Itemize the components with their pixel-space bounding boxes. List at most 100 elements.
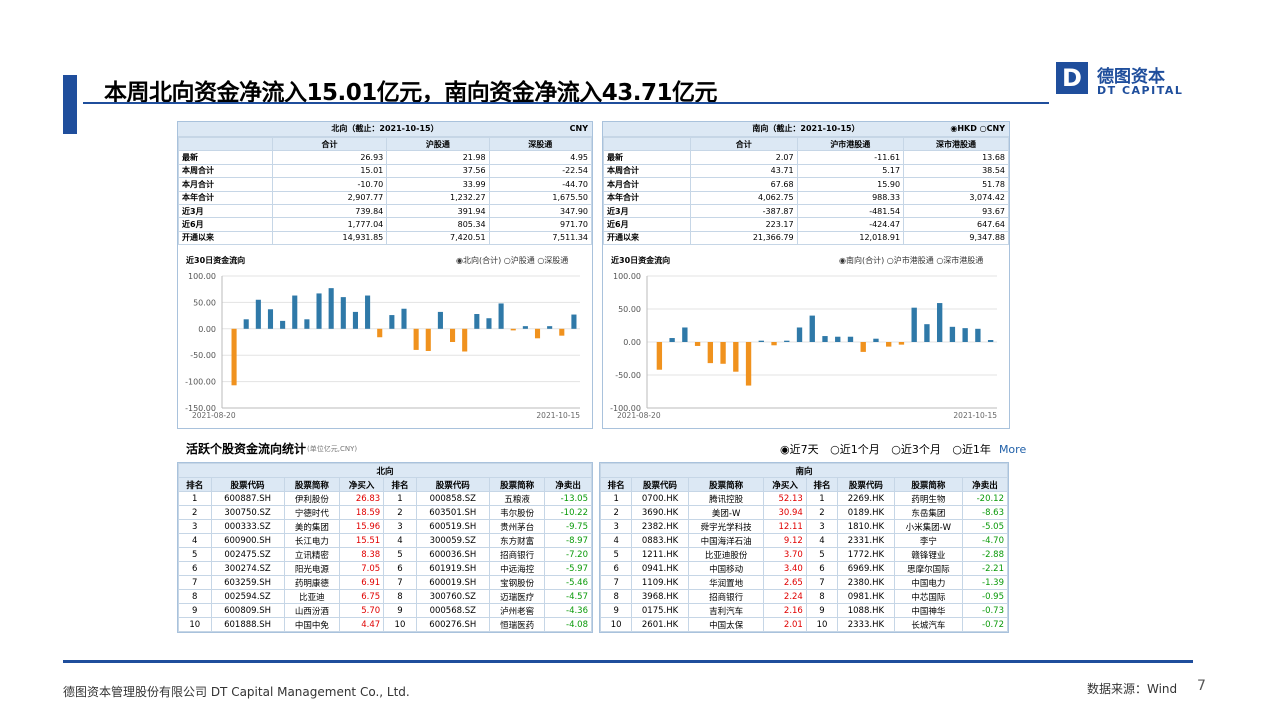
bar	[522, 326, 528, 329]
table-row: 5 1211.HK 比亚迪股份 3.70 5 1772.HK 赣锋锂业 -2.88	[599, 547, 1008, 562]
legend-item[interactable]: 北向(合计)	[462, 256, 502, 265]
table-cell: 300760.SZ	[415, 589, 490, 604]
table-cell: 12.11	[763, 519, 807, 534]
table-cell: 2601.HK	[631, 617, 689, 632]
bar	[975, 328, 981, 342]
legend-radio[interactable]: ○	[936, 256, 944, 265]
radio-selected-icon[interactable]: ◉	[950, 124, 958, 133]
table-cell: 中国移动	[687, 561, 765, 576]
legend-radio-selected[interactable]: ◉	[456, 256, 463, 265]
bar	[559, 328, 565, 336]
legend-item[interactable]: 沪市港股通	[893, 256, 934, 265]
table-cell: 1088.HK	[837, 603, 895, 618]
footer-source: 数据来源：Wind	[1087, 682, 1178, 696]
period-option-3m[interactable]: ○近3个月	[891, 443, 941, 456]
table-cell: -5.97	[544, 561, 592, 576]
row-label: 本年合计	[602, 190, 692, 205]
table-cell: 1	[599, 491, 633, 506]
south-active-header: 南向	[600, 463, 1008, 478]
row-label: 本月合计	[178, 177, 273, 192]
table-cell: 0175.HK	[631, 603, 689, 618]
south-caption: 南向（截止：2021-10-15） ◉HKD ○CNY	[603, 122, 1009, 137]
table-cell: -1.39	[962, 575, 1008, 590]
y-tick-label: -50.00	[190, 351, 216, 360]
legend-radio[interactable]: ○	[886, 256, 894, 265]
bar	[425, 328, 431, 351]
logo-en-text: DT CAPITAL	[1097, 84, 1184, 97]
y-tick-label: 100.00	[613, 272, 641, 281]
cell-value: 1,675.50	[488, 190, 593, 205]
page-title: 本周北向资金净流入15.01亿元，南向资金净流入43.71亿元	[104, 80, 718, 106]
table-cell: -5.05	[962, 519, 1008, 534]
table-row: 本月合计 67.68 15.90 51.78	[602, 177, 1009, 192]
table-cell: -10.22	[544, 505, 592, 520]
table-row: 10 2601.HK 中国太保 2.01 10 2333.HK 长城汽车 -0.72	[599, 617, 1008, 632]
row-label: 本周合计	[602, 163, 692, 179]
more-link[interactable]: More	[998, 443, 1027, 456]
table-cell: 8	[178, 589, 212, 604]
bar	[365, 295, 371, 329]
table-cell: -0.95	[962, 589, 1008, 604]
table-cell: 6	[599, 561, 633, 576]
currency-option-cny[interactable]: CNY	[986, 124, 1005, 133]
bar	[771, 342, 777, 346]
table-cell: 长江电力	[283, 533, 341, 548]
table-cell: 2331.HK	[837, 533, 895, 548]
table-cell: 0189.HK	[837, 505, 895, 520]
legend-item[interactable]: 深市港股通	[943, 256, 984, 265]
cell-value: 13.68	[903, 150, 1009, 165]
table-cell: 伊利股份	[283, 491, 341, 506]
cell-value: 1,777.04	[271, 217, 388, 232]
legend-radio[interactable]: ○	[537, 256, 545, 265]
bar	[886, 342, 892, 347]
legend-radio[interactable]: ○	[503, 256, 511, 265]
table-cell: 2269.HK	[837, 491, 895, 506]
period-option-1m[interactable]: ○近1个月	[830, 443, 880, 456]
bar	[486, 318, 492, 329]
bar	[401, 308, 407, 329]
table-cell: 10	[599, 617, 633, 632]
bar	[911, 307, 917, 342]
table-row: 1 600887.SH 伊利股份 26.83 1 000858.SZ 五粮液 -13.05	[178, 491, 592, 506]
column-header: 净卖出	[544, 477, 592, 492]
column-header: 股票代码	[631, 477, 689, 492]
table-cell: 000858.SZ	[415, 491, 490, 506]
table-cell: 300750.SZ	[210, 505, 285, 520]
table-cell: 603259.SH	[210, 575, 285, 590]
bar	[962, 328, 968, 342]
bar	[873, 338, 879, 342]
cell-value: 971.70	[488, 217, 593, 232]
table-cell: 2	[383, 505, 417, 520]
table-cell: 6	[383, 561, 417, 576]
bar	[255, 299, 261, 329]
table-row: 8 3968.HK 招商银行 2.24 8 0981.HK 中芯国际 -0.95	[599, 589, 1008, 604]
cell-value: 5.17	[796, 163, 905, 179]
table-cell: 2.01	[763, 617, 807, 632]
table-cell: 601888.SH	[210, 617, 285, 632]
table-cell: 600900.SH	[210, 533, 285, 548]
period-options: ◉近7天 ○近1个月 ○近3个月 ○近1年 More	[780, 441, 1030, 457]
legend-item[interactable]: 南向(合计)	[845, 256, 885, 265]
cell-value: 38.54	[903, 163, 1009, 179]
table-cell: 3968.HK	[631, 589, 689, 604]
north-caption-text: 北向（截止：2021-10-15）	[331, 124, 439, 133]
south-currency-options[interactable]: ◉HKD ○CNY	[950, 122, 1005, 136]
table-cell: 002475.SZ	[210, 547, 285, 562]
legend-item[interactable]: 沪股通	[510, 256, 535, 265]
legend-radio-selected[interactable]: ◉	[839, 256, 846, 265]
table-row: 3 2382.HK 舜宇光学科技 12.11 3 1810.HK 小米集团-W -5.05	[599, 519, 1008, 534]
period-option-1y[interactable]: ○近1年	[952, 443, 991, 456]
table-cell: 2380.HK	[837, 575, 895, 590]
legend-item[interactable]: 深股通	[544, 256, 569, 265]
table-cell: 0981.HK	[837, 589, 895, 604]
period-option-7d[interactable]: ◉近7天	[780, 443, 819, 456]
table-row: 7 603259.SH 药明康德 6.91 7 600019.SH 宝钢股份 -5.46	[178, 575, 592, 590]
table-cell: 000333.SZ	[210, 519, 285, 534]
table-cell: 600276.SH	[415, 617, 490, 632]
bar	[389, 315, 395, 329]
currency-option-hkd[interactable]: HKD	[957, 124, 977, 133]
radio-icon[interactable]: ○	[979, 124, 987, 133]
table-cell: 1211.HK	[631, 547, 689, 562]
table-cell: 1	[805, 491, 839, 506]
